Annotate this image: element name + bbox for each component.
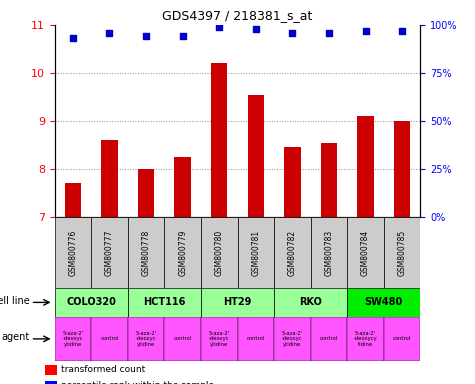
Text: GSM800776: GSM800776	[68, 229, 77, 276]
Bar	[91, 317, 128, 361]
Text: transformed count: transformed count	[60, 365, 145, 374]
Text: GSM800782: GSM800782	[288, 229, 297, 276]
Point	[105, 30, 113, 36]
Text: GSM800778: GSM800778	[142, 229, 151, 276]
Text: SW480: SW480	[365, 297, 403, 308]
Bar	[394, 121, 410, 217]
Text: GSM800784: GSM800784	[361, 229, 370, 276]
Bar	[128, 217, 164, 288]
Text: 5-aza-2'
-deoxyc
ytidine: 5-aza-2' -deoxyc ytidine	[209, 331, 230, 347]
Bar	[357, 116, 374, 217]
Bar	[274, 317, 311, 361]
Point	[179, 33, 186, 40]
Point	[289, 30, 296, 36]
Bar	[347, 288, 420, 317]
Bar	[174, 157, 191, 217]
Title: GDS4397 / 218381_s_at: GDS4397 / 218381_s_at	[162, 9, 313, 22]
Text: percentile rank within the sample: percentile rank within the sample	[60, 381, 214, 384]
Text: GSM800783: GSM800783	[324, 229, 333, 276]
Text: RKO: RKO	[299, 297, 322, 308]
Point	[69, 35, 77, 41]
Text: GSM800780: GSM800780	[215, 229, 224, 276]
Bar	[128, 288, 201, 317]
Text: agent: agent	[2, 332, 30, 342]
Point	[142, 33, 150, 40]
Bar	[164, 317, 201, 361]
Bar	[101, 140, 118, 217]
Bar	[274, 288, 347, 317]
Point	[252, 26, 259, 32]
Text: 5-aza-2'
-deoxycy
tidine: 5-aza-2' -deoxycy tidine	[353, 331, 378, 347]
Bar	[238, 217, 274, 288]
Text: control: control	[247, 336, 265, 341]
Point	[325, 30, 332, 36]
Text: control: control	[173, 336, 192, 341]
Bar	[311, 317, 347, 361]
Text: control: control	[100, 336, 119, 341]
Text: COLO320: COLO320	[66, 297, 116, 308]
Point	[362, 28, 370, 34]
Text: control: control	[393, 336, 411, 341]
Text: control: control	[320, 336, 338, 341]
Bar	[347, 217, 384, 288]
Text: 5-aza-2'
-deoxyc
ytidine: 5-aza-2' -deoxyc ytidine	[135, 331, 157, 347]
Bar	[55, 288, 128, 317]
Bar	[247, 94, 264, 217]
Bar	[347, 317, 384, 361]
Bar	[311, 217, 347, 288]
Bar	[201, 217, 238, 288]
Bar	[45, 381, 57, 384]
Bar	[238, 317, 274, 361]
Text: GSM800781: GSM800781	[251, 229, 260, 276]
Text: HT29: HT29	[223, 297, 252, 308]
Bar	[384, 317, 420, 361]
Text: 5-aza-2'
-deoxyc
ytidine: 5-aza-2' -deoxyc ytidine	[282, 331, 303, 347]
Bar	[128, 317, 164, 361]
Bar	[211, 63, 228, 217]
Bar	[55, 217, 91, 288]
Text: HCT116: HCT116	[143, 297, 186, 308]
Text: GSM800777: GSM800777	[105, 229, 114, 276]
Bar	[284, 147, 301, 217]
Bar	[164, 217, 201, 288]
Bar	[384, 217, 420, 288]
Bar	[65, 184, 81, 217]
Text: 5-aza-2'
-deoxyc
ytidine: 5-aza-2' -deoxyc ytidine	[62, 331, 84, 347]
Text: cell line: cell line	[0, 296, 30, 306]
Bar	[274, 217, 311, 288]
Text: GSM800785: GSM800785	[398, 229, 407, 276]
Bar	[201, 317, 238, 361]
Bar	[138, 169, 154, 217]
Point	[216, 24, 223, 30]
Bar	[45, 365, 57, 375]
Text: GSM800779: GSM800779	[178, 229, 187, 276]
Bar	[55, 317, 91, 361]
Bar	[321, 142, 337, 217]
Bar	[201, 288, 274, 317]
Point	[398, 28, 406, 34]
Bar	[91, 217, 128, 288]
